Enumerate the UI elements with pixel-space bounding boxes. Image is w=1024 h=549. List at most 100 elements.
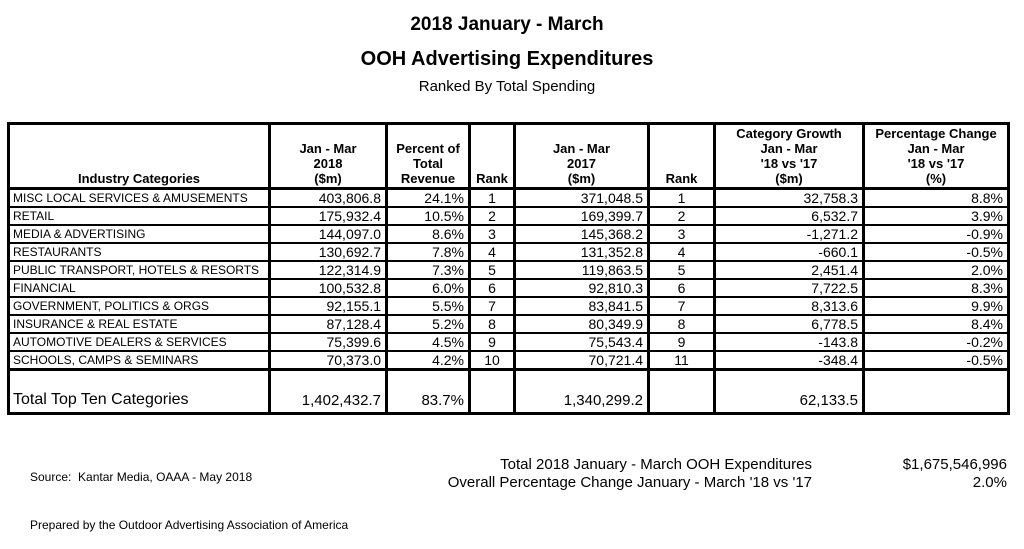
table-row: MEDIA & ADVERTISING 144,097.0 8.6% 3 145,368… (7, 224, 1010, 244)
cell-category: RETAIL (7, 206, 271, 226)
table-header-row: Industry Categories Jan - Mar 2018 ($m) … (7, 122, 1010, 190)
source-block: Source: Kantar Media, OAAA - May 2018 Pr… (30, 437, 348, 549)
cell-2017: 119,863.5 (513, 260, 650, 280)
cell-change: 8.4% (862, 314, 1010, 334)
cell-rank-2018: 9 (468, 332, 516, 352)
cell-change: -0.5% (862, 350, 1010, 371)
source-line: Source: Kantar Media, OAAA - May 2018 (30, 470, 253, 484)
cell-rank-2018: 1 (468, 187, 516, 208)
cell-rank-2017: 2 (647, 206, 716, 226)
cell-growth: -143.8 (713, 332, 865, 352)
table-row: INSURANCE & REAL ESTATE 87,128.4 5.2% 8 80,3… (7, 314, 1010, 334)
total-row: Total Top Ten Categories 1,402,432.7 83.… (7, 368, 1010, 415)
cell-rank-2017: 7 (647, 296, 716, 316)
cell-2018: 87,128.4 (268, 314, 388, 334)
summary-total-value: $1,675,546,996 (902, 456, 1007, 473)
cell-change: 8.8% (862, 187, 1010, 208)
cell-percent: 5.5% (385, 296, 471, 316)
cell-change: -0.2% (862, 332, 1010, 352)
cell-growth: 8,313.6 (713, 296, 865, 316)
cell-rank-2018: 4 (468, 242, 516, 262)
cell-2017: 83,841.5 (513, 296, 650, 316)
total-2018: 1,402,432.7 (268, 368, 388, 415)
table-row: RETAIL 175,932.4 10.5% 2 169,399.7 2 6,532.7 3.… (7, 206, 1010, 226)
cell-rank-2017: 6 (647, 278, 716, 298)
cell-rank-2018: 6 (468, 278, 516, 298)
cell-growth: -1,271.2 (713, 224, 865, 244)
expenditures-table: Industry Categories Jan - Mar 2018 ($m) … (7, 122, 1010, 415)
cell-rank-2017: 8 (647, 314, 716, 334)
cell-rank-2018: 10 (468, 350, 516, 371)
cell-growth: 6,532.7 (713, 206, 865, 226)
cell-2017: 75,543.4 (513, 332, 650, 352)
total-label: Total Top Ten Categories (7, 368, 271, 415)
cell-2017: 92,810.3 (513, 278, 650, 298)
cell-percent: 24.1% (385, 187, 471, 208)
cell-2018: 175,932.4 (268, 206, 388, 226)
summary-total-expenditures: Total 2018 January - March OOH Expenditu… (440, 456, 1007, 474)
report-period-title: 2018 January - March (410, 14, 604, 35)
cell-change: 2.0% (862, 260, 1010, 280)
summary-block: Total 2018 January - March OOH Expenditu… (440, 456, 1007, 492)
cell-category: MISC LOCAL SERVICES & AMUSEMENTS (7, 187, 271, 208)
cell-2018: 130,692.7 (268, 242, 388, 262)
cell-growth: 2,451.4 (713, 260, 865, 280)
cell-change: 3.9% (862, 206, 1010, 226)
cell-growth: -348.4 (713, 350, 865, 371)
cell-percent: 8.6% (385, 224, 471, 244)
cell-category: AUTOMOTIVE DEALERS & SERVICES (7, 332, 271, 352)
report-main-title: OOH Advertising Expenditures (360, 48, 654, 70)
cell-rank-2017: 3 (647, 224, 716, 244)
cell-growth: 32,758.3 (713, 187, 865, 208)
cell-rank-2017: 9 (647, 332, 716, 352)
table-row: FINANCIAL 100,532.8 6.0% 6 92,810.3 6 7,722.5 8… (7, 278, 1010, 298)
cell-2017: 70,721.4 (513, 350, 650, 371)
cell-growth: 6,778.5 (713, 314, 865, 334)
cell-change: -0.9% (862, 224, 1010, 244)
cell-2018: 75,399.6 (268, 332, 388, 352)
cell-percent: 7.3% (385, 260, 471, 280)
cell-percent: 4.5% (385, 332, 471, 352)
cell-2017: 169,399.7 (513, 206, 650, 226)
cell-2017: 131,352.8 (513, 242, 650, 262)
cell-rank-2018: 8 (468, 314, 516, 334)
cell-2017: 371,048.5 (513, 187, 650, 208)
cell-rank-2017: 1 (647, 187, 716, 208)
prepared-by-line: Prepared by the Outdoor Advertising Asso… (30, 518, 349, 532)
total-rank-2018 (468, 368, 516, 415)
cell-rank-2017: 11 (647, 350, 716, 371)
cell-growth: -660.1 (713, 242, 865, 262)
title-block: 2018 January - March OOH Advertising Exp… (0, 14, 1014, 95)
cell-growth: 7,722.5 (713, 278, 865, 298)
cell-change: 9.9% (862, 296, 1010, 316)
cell-2018: 92,155.1 (268, 296, 388, 316)
cell-change: -0.5% (862, 242, 1010, 262)
table-row: AUTOMOTIVE DEALERS & SERVICES 75,399.6 4.5… (7, 332, 1010, 352)
total-rank-2017 (647, 368, 716, 415)
report-subtitle: Ranked By Total Spending (418, 78, 596, 95)
table-row: GOVERNMENT, POLITICS & ORGS 92,155.1 5.5% 7… (7, 296, 1010, 316)
summary-overall-change: Overall Percentage Change January - Marc… (440, 474, 1007, 492)
cell-category: MEDIA & ADVERTISING (7, 224, 271, 244)
cell-percent: 10.5% (385, 206, 471, 226)
cell-percent: 4.2% (385, 350, 471, 371)
cell-percent: 7.8% (385, 242, 471, 262)
total-percent: 83.7% (385, 368, 471, 415)
table-row: RESTAURANTS 130,692.7 7.8% 4 131,352.8 4 -660.… (7, 242, 1010, 262)
cell-2018: 100,532.8 (268, 278, 388, 298)
table-body: MISC LOCAL SERVICES & AMUSEMENTS 403,806.… (7, 187, 1010, 371)
summary-change-label: Overall Percentage Change January - Marc… (447, 474, 812, 491)
summary-total-label: Total 2018 January - March OOH Expenditu… (500, 456, 812, 473)
cell-rank-2018: 5 (468, 260, 516, 280)
total-growth: 62,133.5 (713, 368, 865, 415)
header-jan-mar-2017: Jan - Mar 2017 ($m) (513, 122, 650, 190)
header-rank-2017: Rank (647, 122, 716, 190)
header-category-growth: Category Growth Jan - Mar '18 vs '17 ($m… (713, 122, 865, 190)
cell-category: PUBLIC TRANSPORT, HOTELS & RESORTS (7, 260, 271, 280)
cell-2017: 80,349.9 (513, 314, 650, 334)
header-percentage-change: Percentage Change Jan - Mar '18 vs '17 (… (862, 122, 1010, 190)
cell-change: 8.3% (862, 278, 1010, 298)
cell-percent: 5.2% (385, 314, 471, 334)
table-row: MISC LOCAL SERVICES & AMUSEMENTS 403,806.… (7, 187, 1010, 208)
cell-category: GOVERNMENT, POLITICS & ORGS (7, 296, 271, 316)
